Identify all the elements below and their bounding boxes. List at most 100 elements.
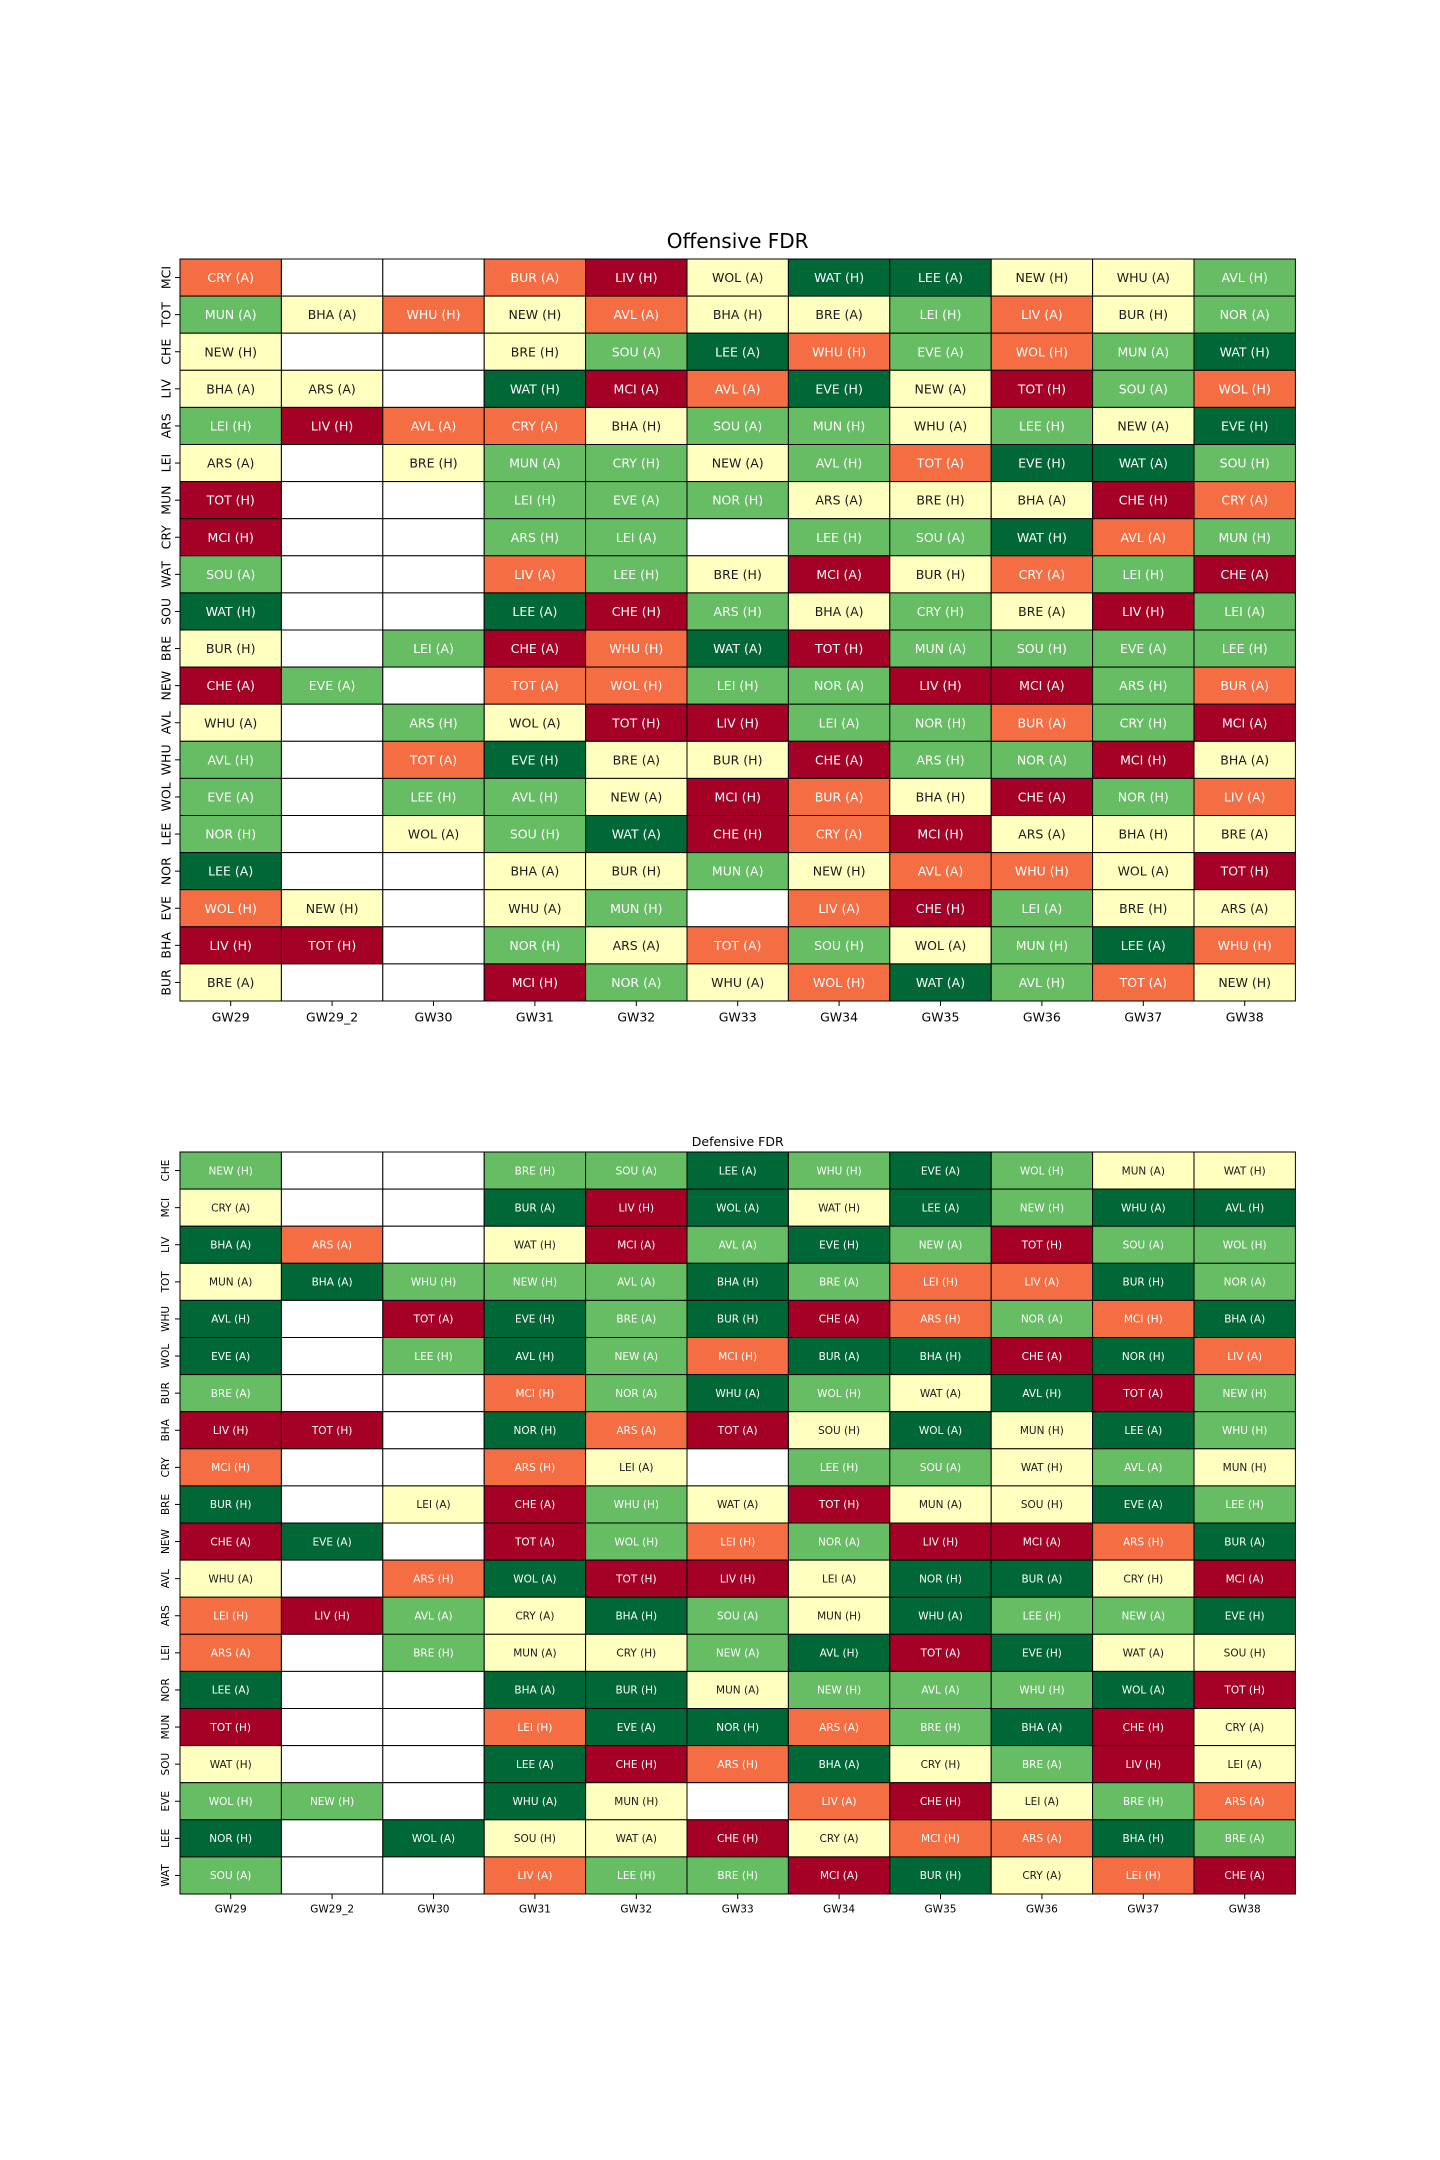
cell-label: CHE (A): [207, 678, 255, 693]
cell-label: NOR (A): [818, 1536, 860, 1548]
cell-label: CHE (A): [511, 641, 559, 656]
heatmap-cell: [382, 1559, 485, 1598]
heatmap-cell: [1092, 406, 1195, 445]
y-tick-label: NOR: [159, 857, 174, 885]
cell-label: ARS (A): [815, 493, 862, 508]
cell-label: LIV (H): [923, 1536, 959, 1548]
y-tick-label: SOU: [160, 1753, 172, 1776]
y-tick-label: LEE: [160, 1829, 172, 1848]
heatmap-cell: [1092, 369, 1195, 408]
cell-label: WAT (A): [1119, 456, 1168, 471]
cell-label: BHA (A): [1017, 493, 1066, 508]
cell-label: BHA (H): [1122, 1833, 1164, 1845]
heatmap-cell: [179, 1819, 282, 1858]
heatmap-cell: [382, 926, 485, 965]
cell-label: EVE (H): [1221, 418, 1268, 433]
heatmap-cell: [990, 555, 1094, 594]
cell-label: ARS (H): [717, 1759, 758, 1771]
cell-label: BHA (A): [510, 864, 559, 879]
cell-label: SOU (H): [1224, 1648, 1266, 1660]
cell-label: MUN (H): [1223, 1462, 1267, 1474]
cell-label: BHA (A): [210, 1240, 251, 1252]
heatmap-cell: [889, 1856, 992, 1895]
heatmap-cell: [280, 1596, 384, 1635]
heatmap-cell: [280, 369, 384, 408]
cell-label: WHU (H): [614, 1499, 659, 1511]
heatmap-cell: [280, 926, 384, 965]
heatmap-cell: [280, 1708, 384, 1747]
y-tick-label: TOT: [159, 302, 174, 328]
y-tick-label: SOU: [159, 598, 174, 625]
cell-label: TOT (A): [713, 938, 761, 953]
cell-label: NEW (H): [1223, 1388, 1267, 1400]
heatmap-cell: [787, 1485, 891, 1524]
cell-label: WAT (A): [616, 1833, 657, 1845]
cell-label: WHU (H): [1218, 938, 1272, 953]
heatmap-cell: [889, 889, 992, 928]
cell-label: LEE (H): [1222, 641, 1268, 656]
heatmap-cell: [483, 1262, 587, 1301]
heatmap-cell: [179, 481, 282, 520]
cell-label: LIV (A): [1227, 1351, 1262, 1363]
heatmap-cell: [382, 963, 485, 1002]
cell-label: BHA (A): [312, 1277, 353, 1289]
heatmap-cell: [382, 1188, 485, 1227]
cell-label: NOR (A): [814, 678, 864, 693]
heatmap-cell: [1092, 592, 1195, 631]
cell-label: WOL (A): [513, 1573, 556, 1585]
cell-label: BUR (A): [1021, 1573, 1062, 1585]
cell-label: LEI (A): [1025, 1796, 1059, 1808]
heatmap-cell: [686, 406, 789, 445]
cell-label: LEI (A): [1021, 901, 1062, 916]
heatmap-cell: [889, 1411, 992, 1450]
cell-label: BUR (A): [514, 1202, 555, 1214]
cell-label: CHE (A): [1018, 789, 1066, 804]
heatmap-cell: [1193, 963, 1296, 1002]
heatmap-cell: [686, 518, 789, 557]
heatmap-cell: [382, 444, 485, 483]
cell-label: ARS (A): [308, 381, 355, 396]
heatmap-cell: [382, 1782, 485, 1821]
cell-label: WAT (A): [920, 1388, 961, 1400]
cell-label: AVL (H): [1019, 975, 1065, 990]
heatmap-cell: [483, 703, 587, 742]
cell-label: MCI (H): [917, 827, 963, 842]
x-tick-label: GW36: [1026, 1904, 1058, 1916]
cell-label: TOT (A): [409, 752, 457, 767]
y-tick-label: LIV: [160, 1236, 172, 1253]
cell-label: ARS (H): [511, 530, 559, 545]
cell-label: NOR (A): [1224, 1277, 1266, 1289]
cell-label: TOT (A): [413, 1314, 454, 1326]
cell-label: NEW (H): [1218, 975, 1271, 990]
heatmap-cell: [1193, 703, 1296, 742]
heatmap-cell: [686, 1708, 789, 1747]
cell-label: BUR (A): [1220, 678, 1269, 693]
cell-label: BRE (A): [211, 1388, 251, 1400]
cell-label: BHA (H): [713, 307, 763, 322]
heatmap-cell: [787, 592, 891, 631]
cell-label: MUN (H): [817, 1611, 861, 1623]
cell-label: CRY (H): [616, 1648, 656, 1660]
heatmap-cell: [1092, 1856, 1195, 1895]
heatmap-cell: [280, 1670, 384, 1710]
y-tick-label: CHE: [159, 339, 174, 365]
cell-label: BRE (A): [613, 752, 660, 767]
heatmap-cell: [179, 295, 282, 334]
cell-label: LEE (A): [512, 604, 557, 619]
heatmap-cell: [483, 1522, 587, 1561]
cell-label: EVE (H): [819, 1240, 859, 1252]
heatmap-cell: [179, 1596, 282, 1635]
heatmap-cell: [483, 1225, 587, 1264]
heatmap-cell: [483, 592, 587, 631]
cell-label: LEI (H): [210, 418, 252, 433]
heatmap-cell: [787, 629, 891, 668]
cell-label: CRY (A): [512, 418, 559, 433]
heatmap-cell: [280, 592, 384, 631]
cell-label: EVE (A): [309, 678, 356, 693]
cell-label: EVE (A): [313, 1536, 352, 1548]
heatmap-cell: [686, 889, 789, 928]
cell-label: EVE (A): [1120, 641, 1167, 656]
cell-label: TOT (H): [611, 715, 660, 730]
heatmap-cell: [787, 1411, 891, 1450]
heatmap-cell: [280, 1856, 384, 1895]
